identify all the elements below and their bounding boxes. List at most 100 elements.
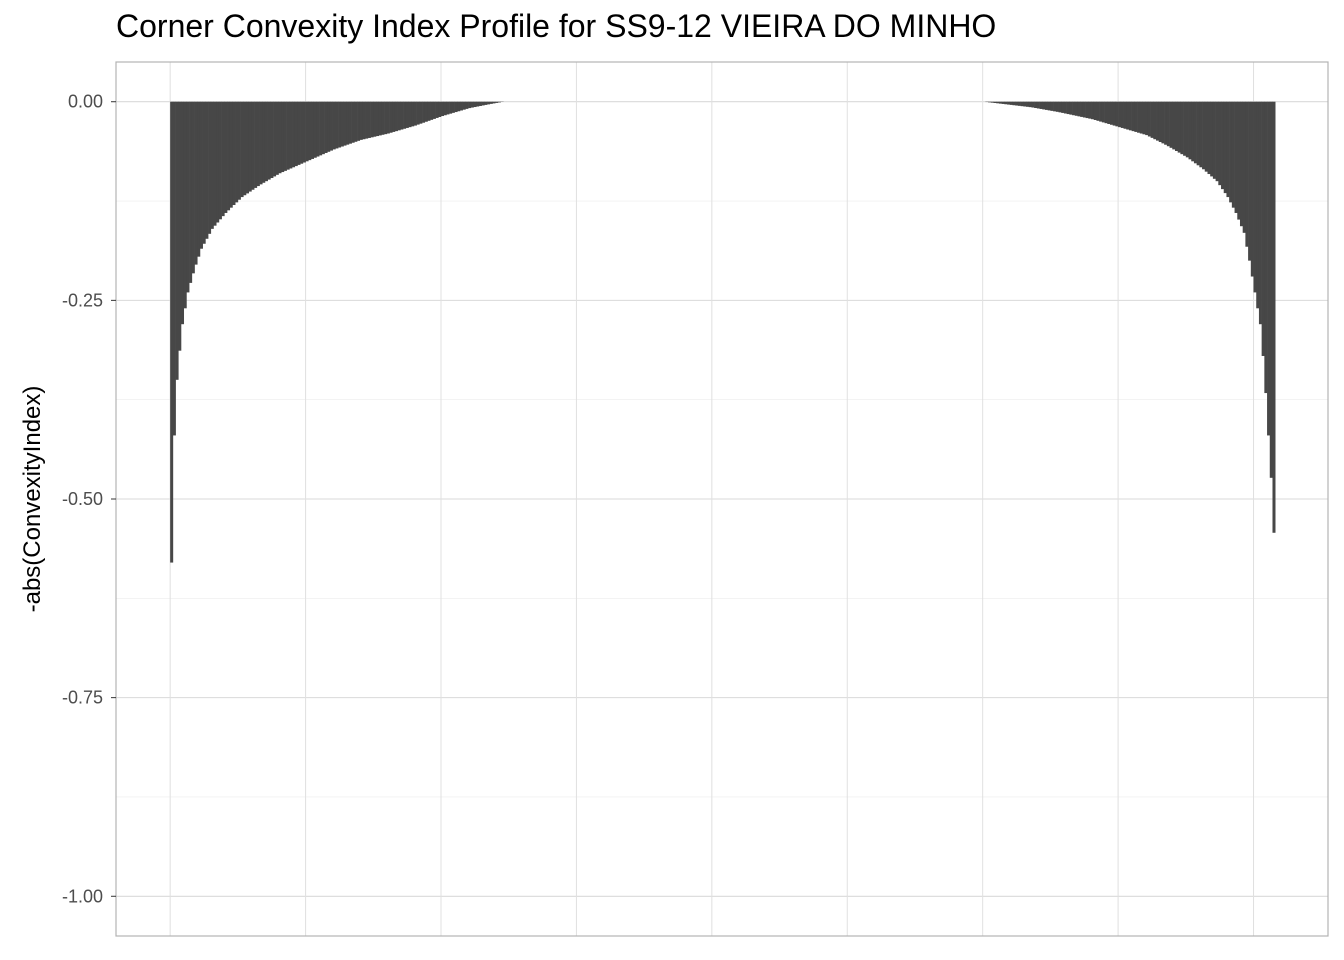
bar	[370, 101, 374, 138]
bar	[481, 101, 485, 106]
bar	[1212, 101, 1216, 179]
bar	[313, 101, 317, 158]
bar	[470, 101, 474, 108]
bar	[335, 101, 339, 149]
bar	[1264, 101, 1268, 394]
bar	[1080, 101, 1084, 117]
bar	[240, 101, 244, 198]
bar	[1204, 101, 1208, 172]
bar	[1115, 101, 1119, 127]
bar	[1104, 101, 1108, 124]
bar	[1123, 101, 1127, 129]
bar	[1269, 101, 1273, 478]
bar	[1004, 101, 1008, 105]
bar	[1096, 101, 1100, 121]
bar	[189, 101, 193, 283]
bar	[1131, 101, 1135, 132]
bar	[205, 101, 209, 239]
bar	[283, 101, 287, 171]
bar	[386, 101, 390, 134]
bar	[1020, 101, 1024, 107]
bar	[170, 101, 174, 563]
bar	[1242, 101, 1246, 233]
bar	[400, 101, 404, 130]
bar	[199, 101, 203, 249]
bar	[332, 101, 336, 150]
bar	[251, 101, 255, 190]
bar	[403, 101, 407, 129]
bar	[424, 101, 428, 122]
bar	[178, 101, 182, 351]
bar	[1226, 101, 1230, 198]
bar	[1223, 101, 1227, 194]
bar	[484, 101, 488, 105]
bar	[430, 101, 434, 120]
bar	[993, 101, 997, 103]
bar	[338, 101, 342, 148]
bar	[454, 101, 458, 113]
bar	[1231, 101, 1235, 208]
bar	[1237, 101, 1241, 220]
bar	[194, 101, 198, 265]
bar	[362, 101, 366, 140]
bar	[1166, 101, 1170, 147]
bar	[1258, 101, 1262, 325]
bar	[297, 101, 301, 165]
bar	[281, 101, 285, 173]
bar	[1031, 101, 1035, 108]
bar	[227, 101, 231, 211]
bar	[229, 101, 233, 208]
bar	[1185, 101, 1189, 158]
bar	[998, 101, 1002, 104]
bar	[1015, 101, 1019, 106]
bar	[405, 101, 409, 128]
bar	[476, 101, 480, 107]
bar	[237, 101, 241, 200]
bar	[1267, 101, 1271, 436]
bar	[172, 101, 176, 436]
bar	[1053, 101, 1057, 112]
bar	[1215, 101, 1219, 182]
bar	[1188, 101, 1192, 160]
bar	[256, 101, 260, 187]
bar	[457, 101, 461, 112]
bar	[1174, 101, 1178, 151]
y-axis-title: -abs(ConvexityIndex)	[19, 386, 46, 613]
bar	[419, 101, 423, 124]
y-tick-label: -0.50	[62, 489, 103, 509]
bar	[1034, 101, 1038, 109]
bar	[311, 101, 315, 159]
bar	[1234, 101, 1238, 213]
bar	[1007, 101, 1011, 105]
bar	[1196, 101, 1200, 166]
bar	[1239, 101, 1243, 227]
y-tick-label: -0.75	[62, 688, 103, 708]
bar	[1009, 101, 1013, 105]
bar	[1017, 101, 1021, 106]
bar	[394, 101, 398, 132]
bar	[1253, 101, 1257, 293]
bar	[210, 101, 214, 229]
bar	[327, 101, 331, 152]
bar	[302, 101, 306, 163]
bar	[492, 101, 496, 104]
bar	[1039, 101, 1043, 109]
bar	[1193, 101, 1197, 164]
bar	[292, 101, 296, 168]
bar	[1063, 101, 1067, 114]
bar	[354, 101, 358, 142]
bar	[254, 101, 258, 188]
bar	[264, 101, 268, 182]
bar	[1077, 101, 1081, 117]
bar	[183, 101, 187, 309]
bar	[381, 101, 385, 135]
bar	[365, 101, 369, 139]
y-tick-label: 0.00	[68, 92, 103, 112]
bar	[1199, 101, 1203, 168]
bar	[216, 101, 220, 223]
bar	[990, 101, 994, 103]
bar	[1210, 101, 1214, 177]
bar	[416, 101, 420, 125]
bar	[221, 101, 225, 217]
bar	[1050, 101, 1054, 111]
